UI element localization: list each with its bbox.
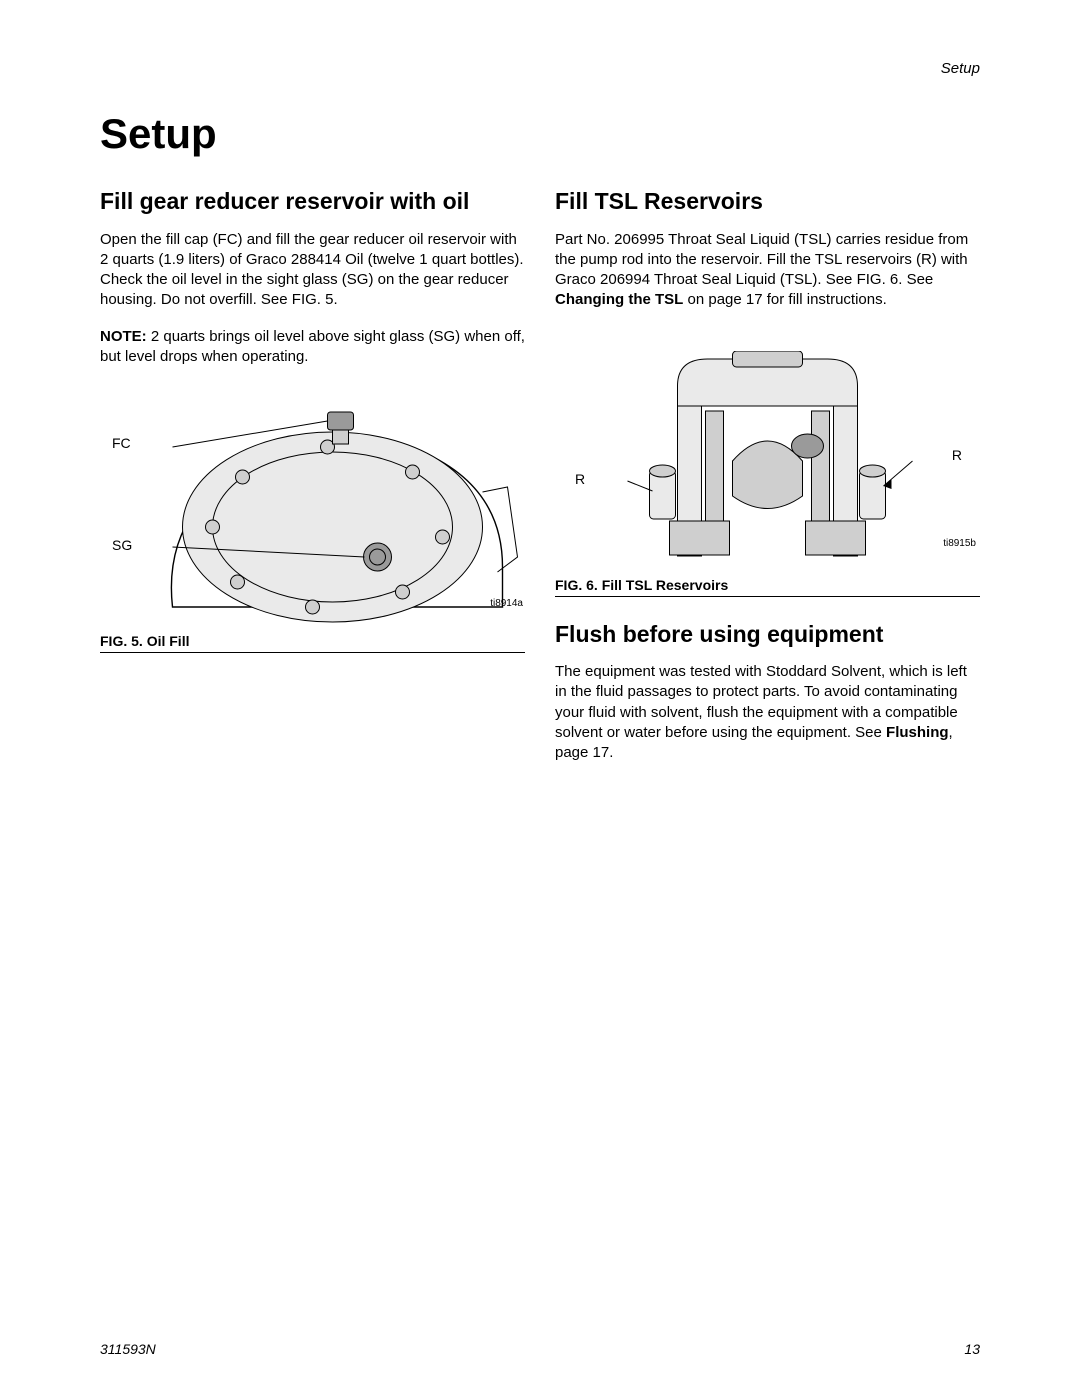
note-body: 2 quarts brings oil level above sight gl… [100,328,525,365]
note-prefix: NOTE: [100,328,147,345]
figure-6-ref: ti8915b [943,538,976,549]
content-columns: Fill gear reducer reservoir with oil Ope… [100,188,980,779]
figure-6-caption-text: Fill TSL Reservoirs [602,577,729,593]
page-title: Setup [100,110,980,158]
page-footer: 311593N 13 [100,1341,980,1357]
paragraph-gear-reducer: Open the fill cap (FC) and fill the gear… [100,230,525,311]
heading-fill-gear-reducer: Fill gear reducer reservoir with oil [100,188,525,216]
figure-6-image: R R ti8915b [555,351,980,571]
figure-6-caption-prefix: FIG. 6. [555,577,602,593]
paragraph-flush: The equipment was tested with Stoddard S… [555,662,980,763]
tsl-text-b: on page 17 for fill instructions. [683,291,886,308]
doc-number: 311593N [100,1341,156,1357]
figure-5-caption-prefix: FIG. 5. [100,633,147,649]
figure-5-caption-text: Oil Fill [147,633,190,649]
label-r-right: R [952,447,962,463]
running-head: Setup [941,60,980,77]
heading-flush: Flush before using equipment [555,621,980,649]
paragraph-tsl: Part No. 206995 Throat Seal Liquid (TSL)… [555,230,980,311]
figure-5-caption: FIG. 5. Oil Fill [100,633,525,653]
tsl-bold: Changing the TSL [555,291,683,308]
tsl-text-a: Part No. 206995 Throat Seal Liquid (TSL)… [555,231,968,289]
figure-5-image: FC SG ti8914a [100,397,525,627]
label-sg: SG [112,537,132,553]
paragraph-note: NOTE: 2 quarts brings oil level above si… [100,327,525,368]
flush-bold: Flushing [886,724,949,741]
label-r-left: R [575,471,585,487]
right-column: Fill TSL Reservoirs Part No. 206995 Thro… [555,188,980,779]
heading-fill-tsl: Fill TSL Reservoirs [555,188,980,216]
figure-5-ref: ti8914a [490,598,523,609]
page-number: 13 [964,1341,980,1357]
label-fc: FC [112,435,131,451]
figure-5: FC SG ti8914a FIG. 5. Oil Fill [100,397,525,653]
left-column: Fill gear reducer reservoir with oil Ope… [100,188,525,779]
figure-6: R R ti8915b FIG. 6. Fill TSL Reservoirs [555,351,980,597]
figure-6-caption: FIG. 6. Fill TSL Reservoirs [555,577,980,597]
